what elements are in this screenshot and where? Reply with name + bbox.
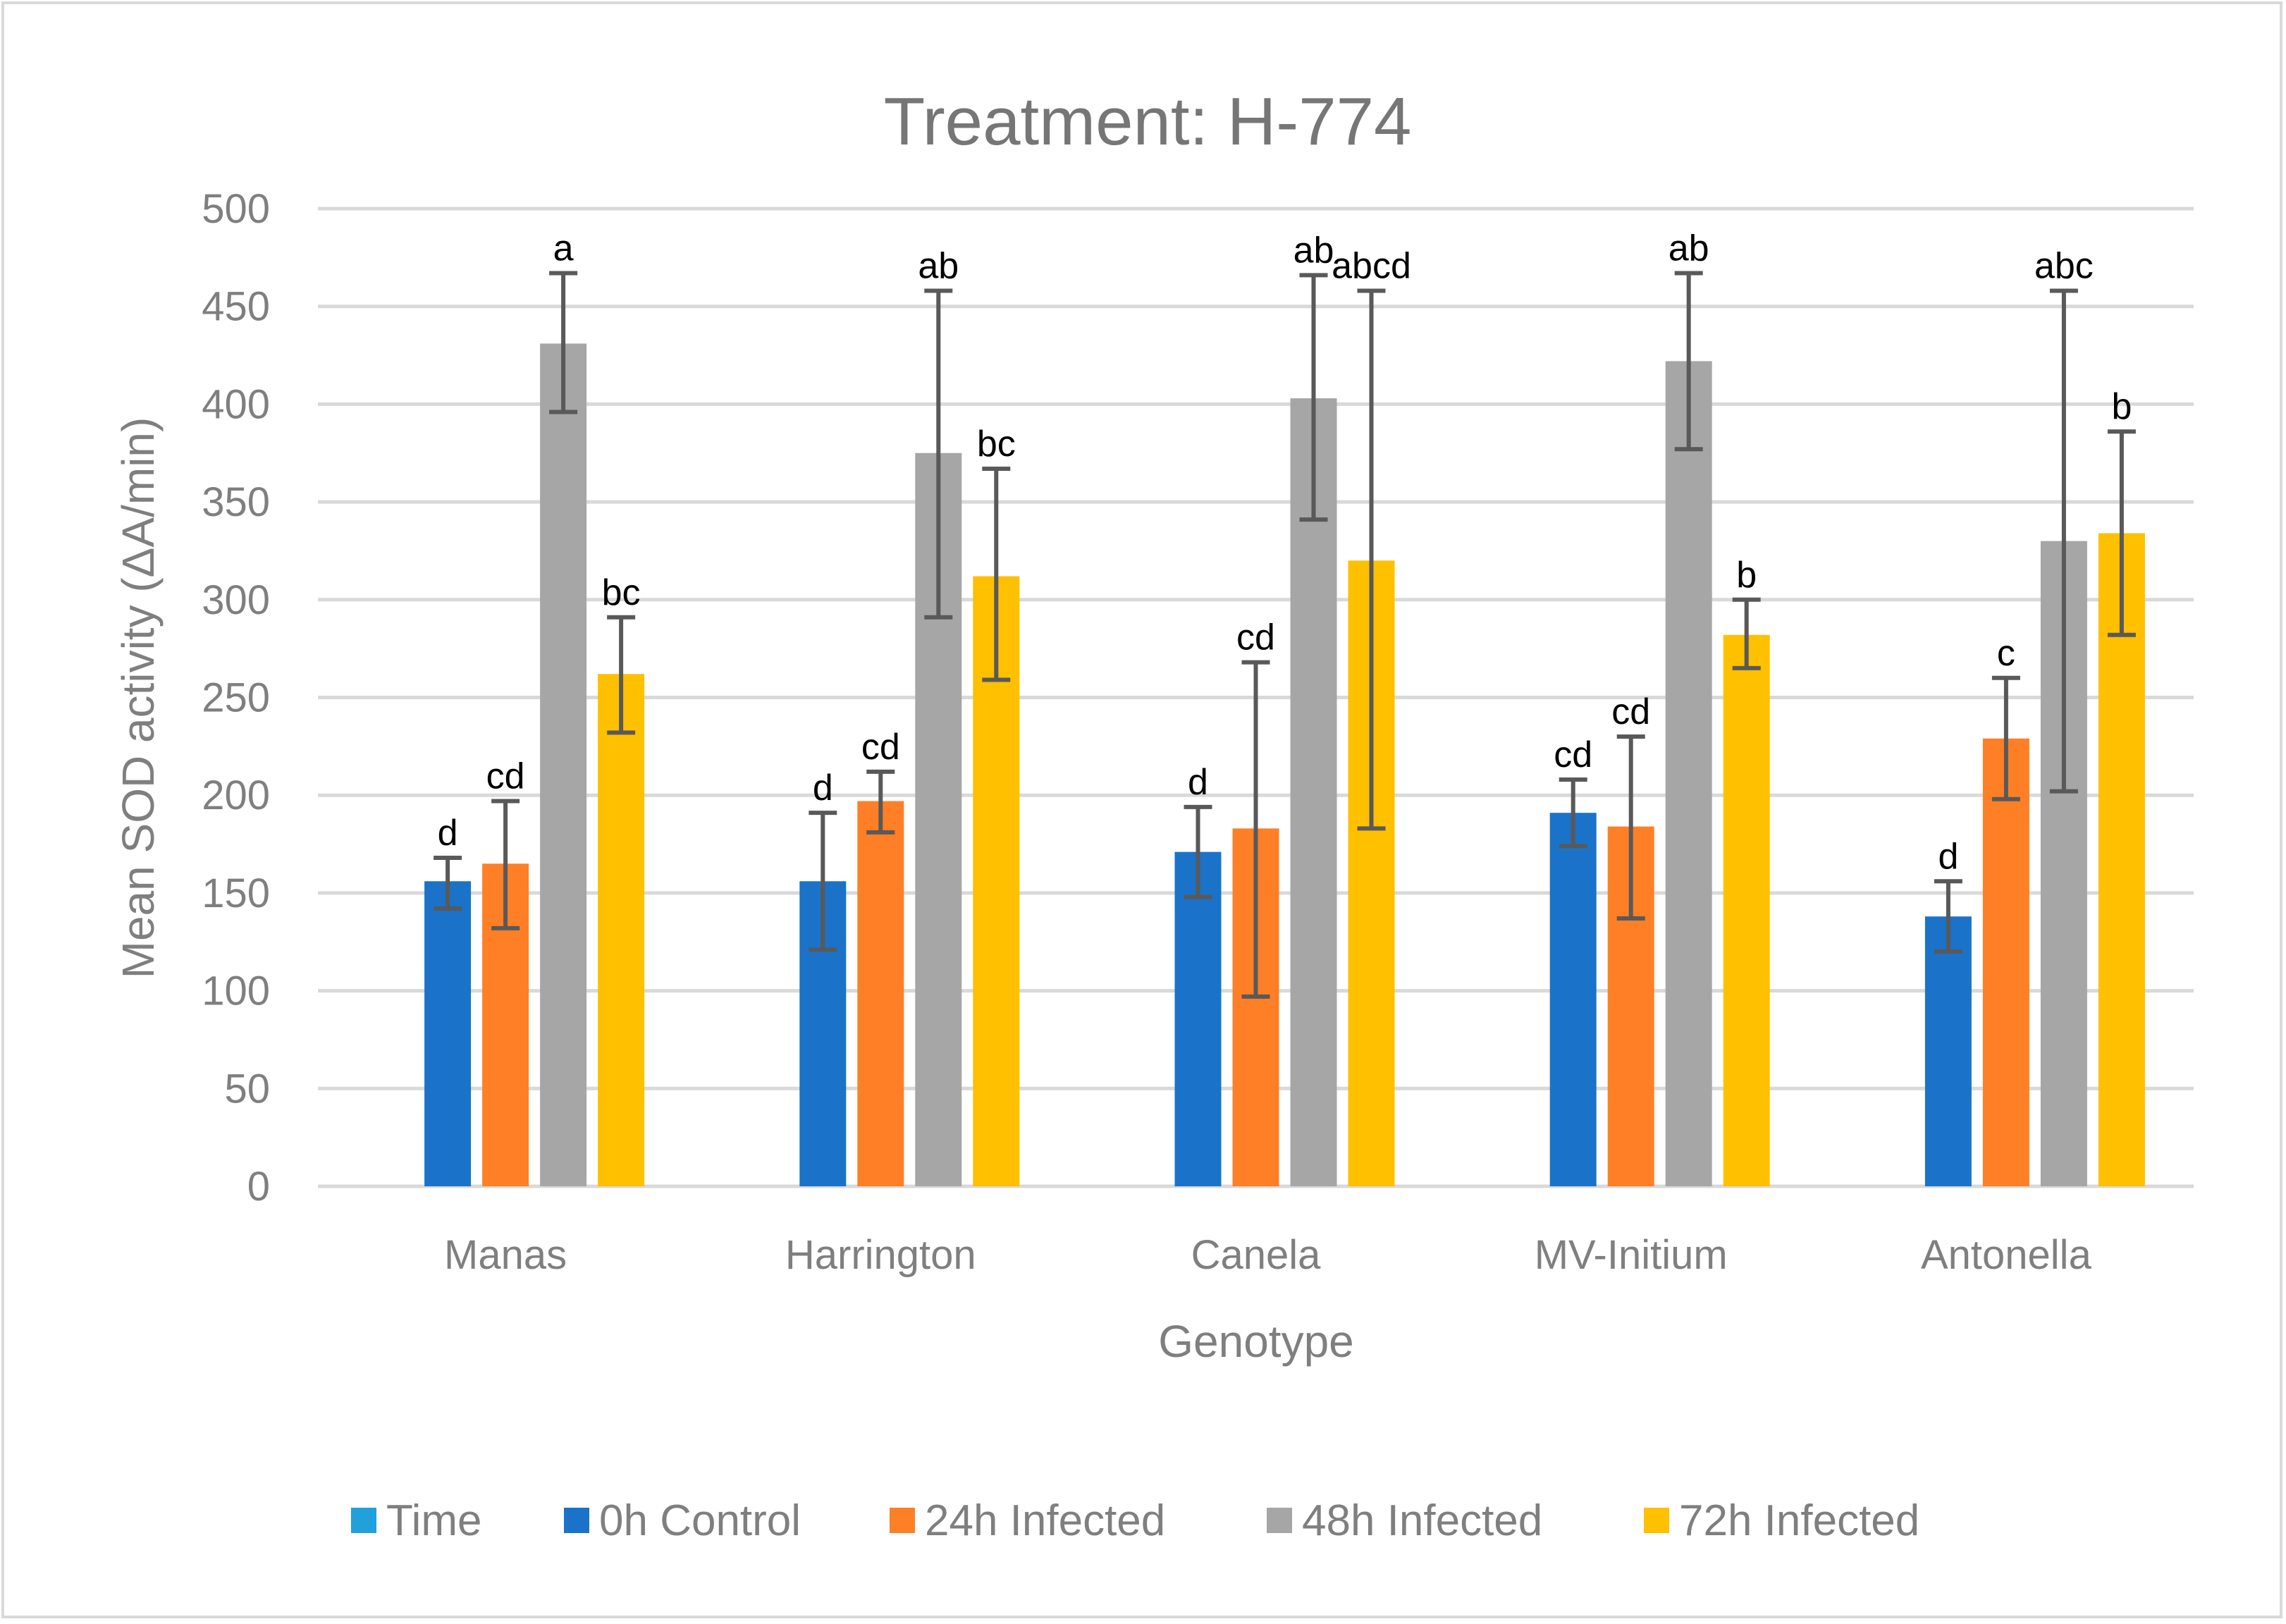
y-tick-label: 100 xyxy=(202,968,270,1014)
bar xyxy=(424,881,472,1186)
bar xyxy=(1290,398,1337,1186)
error-bar xyxy=(1559,777,1587,849)
x-tick-label: Antonella xyxy=(1921,1232,2092,1278)
significance-letter: d xyxy=(438,813,458,854)
error-bar xyxy=(866,769,895,835)
y-tick-label: 450 xyxy=(202,284,270,330)
legend-label: Time xyxy=(386,1496,481,1545)
legend-swatch xyxy=(890,1508,915,1533)
significance-letter: b xyxy=(2111,386,2132,427)
bar xyxy=(598,674,645,1186)
significance-letter: abc xyxy=(2034,246,2094,287)
legend-item: 24h Infected xyxy=(890,1496,1165,1545)
error-bar xyxy=(1991,675,2020,801)
y-tick-label: 500 xyxy=(202,186,270,232)
error-bar xyxy=(1184,804,1212,899)
error-bar xyxy=(924,288,953,620)
legend-item: 48h Infected xyxy=(1267,1496,1542,1545)
bar xyxy=(2098,533,2145,1186)
significance-letter: bc xyxy=(602,572,641,613)
error-bar xyxy=(434,855,462,911)
x-tick-label: MV-Initium xyxy=(1535,1232,1728,1278)
significance-letter: cd xyxy=(1554,734,1592,775)
bar xyxy=(1924,916,1972,1186)
bar xyxy=(1723,634,1770,1186)
y-tick-label: 300 xyxy=(202,577,270,623)
x-tick-label: Manas xyxy=(444,1232,567,1278)
significance-letter: ab xyxy=(1293,230,1334,271)
legend-item: Time xyxy=(351,1496,481,1545)
error-bar xyxy=(982,466,1011,682)
y-tick-label: 50 xyxy=(224,1066,270,1112)
y-tick-label: 150 xyxy=(202,871,270,916)
error-bar xyxy=(549,271,578,414)
bar xyxy=(1174,851,1222,1186)
significance-letter: b xyxy=(1736,555,1757,596)
error-bar xyxy=(1299,273,1328,522)
legend-item: 0h Control xyxy=(564,1496,801,1545)
bar xyxy=(540,343,587,1186)
significance-letter: cd xyxy=(486,756,525,797)
significance-letter: ab xyxy=(1669,228,1709,269)
error-bar xyxy=(1674,271,1703,452)
significance-letter: a xyxy=(553,228,574,269)
y-tick-label: 0 xyxy=(247,1164,270,1210)
significance-letter: cd xyxy=(1611,691,1650,732)
legend-label: 24h Infected xyxy=(925,1496,1165,1545)
bar xyxy=(857,801,904,1186)
error-bar xyxy=(1732,597,1761,670)
x-tick-label: Harrington xyxy=(785,1232,976,1278)
significance-letter: cd xyxy=(1236,617,1275,658)
legend-swatch xyxy=(1267,1508,1292,1533)
y-tick-label: 200 xyxy=(202,773,270,818)
error-bar xyxy=(1357,288,1386,831)
y-tick-label: 250 xyxy=(202,675,270,721)
significance-letter: abcd xyxy=(1332,246,1411,287)
chart-title: Treatment: H-774 xyxy=(884,84,1412,159)
legend-swatch xyxy=(564,1508,589,1533)
x-axis-label: Genotype xyxy=(1158,1316,1354,1367)
error-bar xyxy=(491,799,520,930)
y-tick-label: 400 xyxy=(202,381,270,427)
legend-label: 72h Infected xyxy=(1679,1496,1919,1545)
significance-letter: d xyxy=(813,768,833,808)
x-tick-label: Canela xyxy=(1191,1232,1322,1278)
legend-swatch xyxy=(1644,1508,1669,1533)
y-axis-label: Mean SOD activity (ΔA/min) xyxy=(113,417,164,979)
error-bar xyxy=(809,811,837,952)
error-bar xyxy=(607,615,636,735)
legend-item: 72h Infected xyxy=(1644,1496,1919,1545)
significance-letter: bc xyxy=(977,424,1016,465)
bar xyxy=(1665,361,1712,1186)
significance-letter: ab xyxy=(918,246,959,287)
y-tick-label: 350 xyxy=(202,479,270,525)
legend-swatch xyxy=(351,1508,376,1533)
error-bar xyxy=(1934,879,1962,954)
error-bar xyxy=(1616,734,1645,921)
significance-letter: cd xyxy=(861,727,900,768)
bar xyxy=(1549,813,1597,1186)
bar xyxy=(1982,738,2029,1186)
significance-letter: d xyxy=(1938,836,1958,877)
legend-label: 0h Control xyxy=(599,1496,801,1545)
legend-label: 48h Infected xyxy=(1302,1496,1542,1545)
significance-letter: c xyxy=(1997,633,2015,674)
significance-letter: d xyxy=(1188,762,1208,803)
error-bar xyxy=(2049,288,2078,794)
error-bar xyxy=(2107,429,2136,637)
error-bar xyxy=(1241,660,1270,999)
